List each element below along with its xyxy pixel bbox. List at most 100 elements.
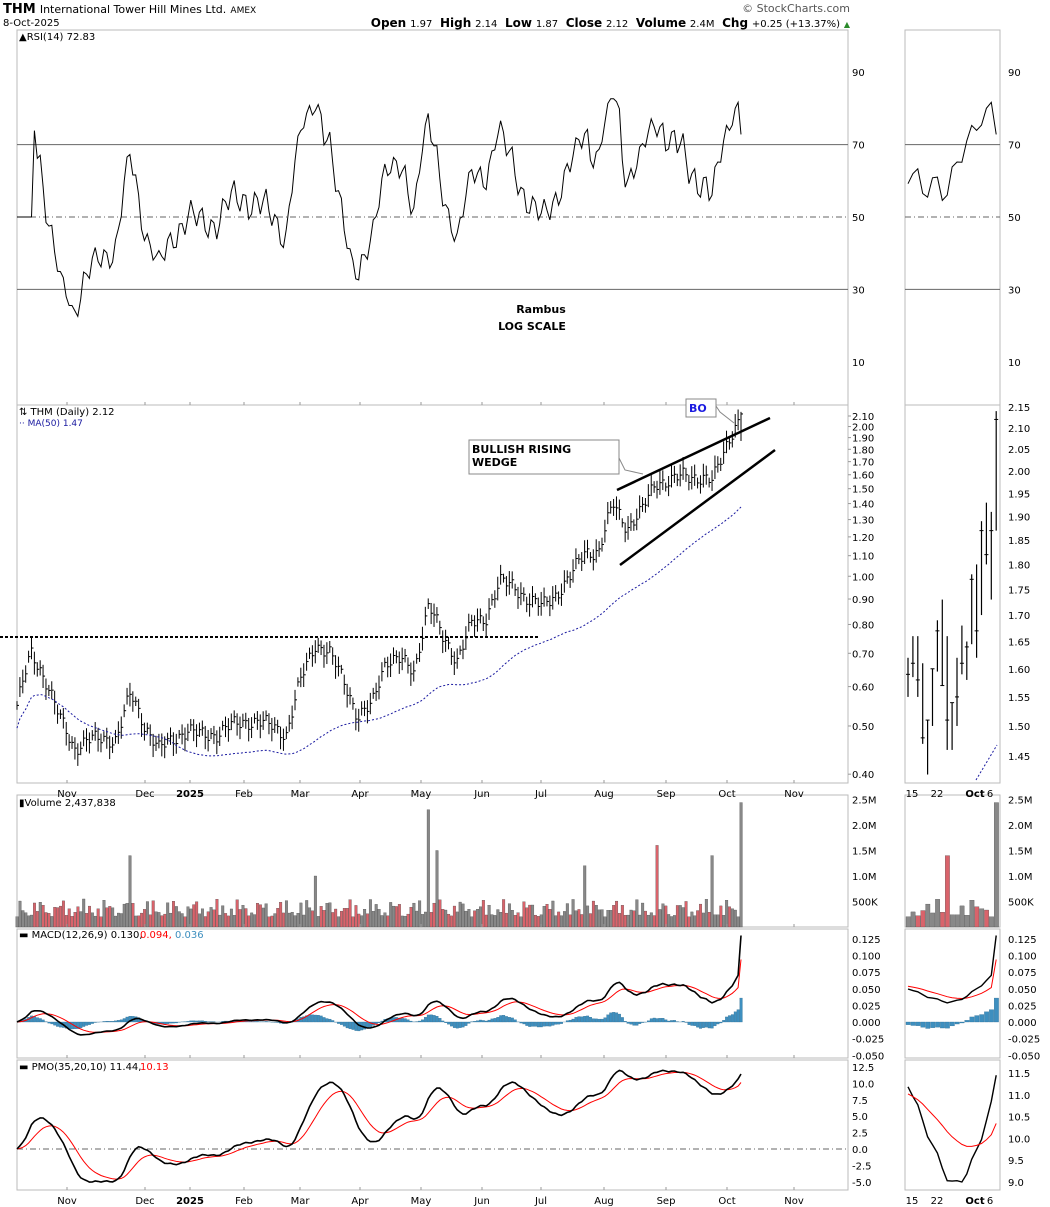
volume-bar <box>531 904 535 928</box>
macd-histogram-bar <box>311 1014 314 1023</box>
macd-panel-frame <box>16 928 849 1059</box>
volume-mini-bar <box>925 903 931 928</box>
volume-bar <box>406 913 410 928</box>
volume-bar <box>649 912 653 928</box>
wedge-callout-box <box>468 439 620 475</box>
mini-x-axis-label: 6 <box>987 1196 993 1207</box>
volume-bar <box>377 909 381 928</box>
volume-bar <box>476 909 480 928</box>
mini-x-axis-label: Oct <box>965 1196 984 1207</box>
macd-histogram-bar <box>337 1021 341 1024</box>
macd-histogram-bar <box>667 1020 671 1023</box>
open-value: 1.97 <box>410 19 433 30</box>
volume-bar <box>221 905 225 928</box>
macd-histogram-bar <box>53 1021 57 1026</box>
volume-bar <box>545 904 549 928</box>
volume-bar <box>316 916 320 928</box>
macd-histogram-bar <box>88 1021 91 1025</box>
mini-x-axis-label: Oct <box>965 789 984 800</box>
volume-bar <box>345 908 349 928</box>
volume-bar <box>467 909 471 928</box>
x-axis-month-label: Aug <box>594 789 614 800</box>
x-axis-month-label: Oct <box>718 1196 735 1207</box>
source-credit[interactable]: © StockCharts.com <box>742 2 850 15</box>
macd-legend: ▬ MACD(12,26,9) 0.130, <box>19 930 143 941</box>
volume-bar <box>505 912 508 928</box>
price-axis-tick: 1.00 <box>852 572 874 583</box>
volume-bar <box>551 900 555 928</box>
volume-bar <box>719 905 723 928</box>
volume-mini-bar <box>964 915 970 928</box>
volume-axis-tick: 2.5M <box>852 796 877 807</box>
volume-bar <box>348 899 352 928</box>
volume-bar <box>88 905 91 928</box>
macd-mini-histogram-bar <box>945 1021 950 1029</box>
close-value: 2.12 <box>606 19 629 30</box>
volume-bar <box>140 912 144 928</box>
macd-mini-signal-line <box>907 959 997 1000</box>
macd-histogram-bar <box>722 1020 726 1023</box>
volume-mini-bar <box>994 802 999 928</box>
macd-histogram-bar <box>328 1018 332 1023</box>
price-axis-tick: 1.20 <box>852 533 874 544</box>
volume-bar <box>70 916 74 928</box>
mini-price-axis-tick: 1.80 <box>1008 560 1030 571</box>
price-axis-tick: 0.90 <box>852 595 874 606</box>
macd-histogram-bar <box>586 1015 590 1023</box>
volume-bar <box>137 915 141 928</box>
volume-bar <box>44 912 48 928</box>
volume-bar <box>368 899 372 928</box>
volume-bar <box>111 907 115 928</box>
volume-bar <box>704 899 708 928</box>
volume-bar <box>122 903 126 928</box>
rambus-label: Rambus <box>516 303 566 316</box>
macd-mini-histogram-bar <box>959 1021 965 1024</box>
volume-bar <box>496 909 500 928</box>
mini-price-axis-tick: 1.50 <box>1008 722 1030 733</box>
vol-mini-panel-frame <box>904 794 1001 928</box>
macd-histogram-bar <box>47 1021 51 1024</box>
macd-axis-tick: -0.025 <box>852 1035 884 1046</box>
volume-bar <box>253 914 257 928</box>
macd-histogram-bar <box>687 1021 691 1025</box>
macd-histogram-bar <box>623 1021 627 1023</box>
macd-histogram-bar <box>125 1016 129 1023</box>
rsi-mini-axis-tick: 70 <box>1008 141 1021 152</box>
macd-histogram-bar <box>626 1021 630 1024</box>
macd-mini-histogram-bar <box>964 1020 970 1023</box>
macd-histogram-bar <box>41 1019 45 1023</box>
volume-bar <box>502 899 506 928</box>
pmo-signal-value: 10.13 <box>140 1062 169 1073</box>
macd-histogram-bar <box>108 1021 112 1023</box>
volume-bar <box>250 912 254 928</box>
macd-histogram-bar <box>519 1021 523 1024</box>
macd-mini-axis-tick: 0.075 <box>1008 968 1037 979</box>
macd-mini-histogram-bar <box>989 1009 994 1023</box>
rsi-mini-axis-tick: 10 <box>1008 358 1021 369</box>
volume-bar <box>172 901 175 928</box>
volume-bar <box>76 906 80 928</box>
x-axis-month-label: 2025 <box>176 1196 204 1207</box>
open-label: Open <box>370 16 407 30</box>
macd-histogram-bar <box>693 1021 697 1026</box>
volume-bar <box>93 915 97 928</box>
volume-bar <box>435 850 439 928</box>
macd-histogram-bar <box>342 1021 346 1027</box>
pmo-mini-axis-tick: 11.0 <box>1008 1091 1030 1102</box>
volume-bar <box>389 902 393 928</box>
macd-histogram-bar <box>522 1021 526 1025</box>
volume-bar <box>490 914 494 928</box>
mini-price-axis-tick: 1.65 <box>1008 638 1030 649</box>
volume-bar <box>18 900 22 928</box>
x-axis-month-label: May <box>411 1196 432 1207</box>
macd-histogram-bar <box>105 1020 109 1023</box>
volume-bar <box>293 915 297 928</box>
x-axis-month-label: Jun <box>473 789 490 800</box>
macd-histogram-bar <box>542 1021 546 1027</box>
macd-mini-line <box>907 935 997 1004</box>
volume-bar <box>282 912 285 928</box>
macd-histogram-bar <box>70 1021 74 1030</box>
macd-histogram-bar <box>137 1017 141 1023</box>
mini-price-axis-tick: 1.90 <box>1008 513 1030 524</box>
